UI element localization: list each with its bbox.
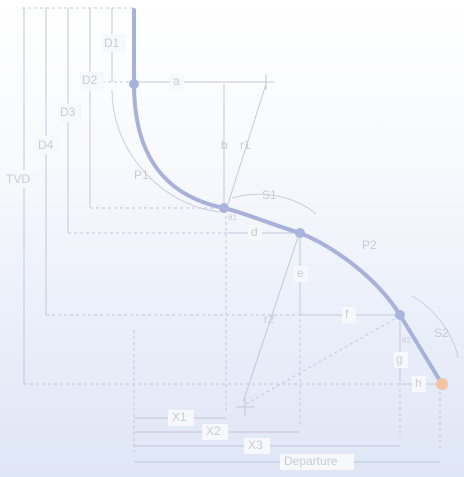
a-label: a [173, 74, 180, 88]
x1-label: X1 [172, 410, 187, 424]
wellbore-path [132, 8, 444, 386]
theta1-label: θ1 [228, 213, 237, 222]
p1-arc [111, 89, 221, 213]
s1-arc [231, 193, 317, 215]
r2-to-tangent-line [245, 316, 399, 405]
d4-label: D4 [38, 138, 54, 152]
kickoff-point [129, 79, 139, 89]
s2-arc [411, 295, 459, 359]
r2-line [242, 236, 299, 403]
x2-label: X2 [206, 424, 221, 438]
s2-label: S2 [434, 326, 449, 340]
p2-label: P2 [362, 238, 377, 252]
depth-dimension-lines [22, 7, 134, 384]
r2-label: r2 [264, 312, 275, 326]
d1-label: D1 [104, 36, 120, 50]
end-of-drop-point [395, 310, 405, 320]
target-point [436, 378, 448, 390]
h-label: h [415, 376, 422, 390]
r1-label: r1 [240, 138, 251, 152]
x3-label: X3 [248, 438, 263, 452]
r1-line [227, 83, 267, 205]
d3-label: D3 [60, 105, 76, 119]
start-of-drop-point [295, 228, 305, 238]
p1-label: P1 [134, 168, 149, 182]
tvd-label: TVD [6, 172, 30, 186]
end-of-build-point [219, 203, 229, 213]
s1-label: S1 [262, 188, 277, 202]
theta2-label: θ2 [402, 336, 411, 345]
diagram-labels: TVD D4 D3 D2 D1 a b r1 P1 S1 d e P2 f r2… [2, 34, 449, 470]
construction-lines [111, 74, 459, 416]
b-label: b [221, 138, 228, 152]
f-label: f [345, 307, 349, 321]
e-label: e [297, 266, 304, 280]
g-label: g [396, 352, 403, 366]
departure-label: Departure [284, 454, 338, 468]
d-label: d [251, 225, 258, 239]
d2-label: D2 [82, 73, 98, 87]
